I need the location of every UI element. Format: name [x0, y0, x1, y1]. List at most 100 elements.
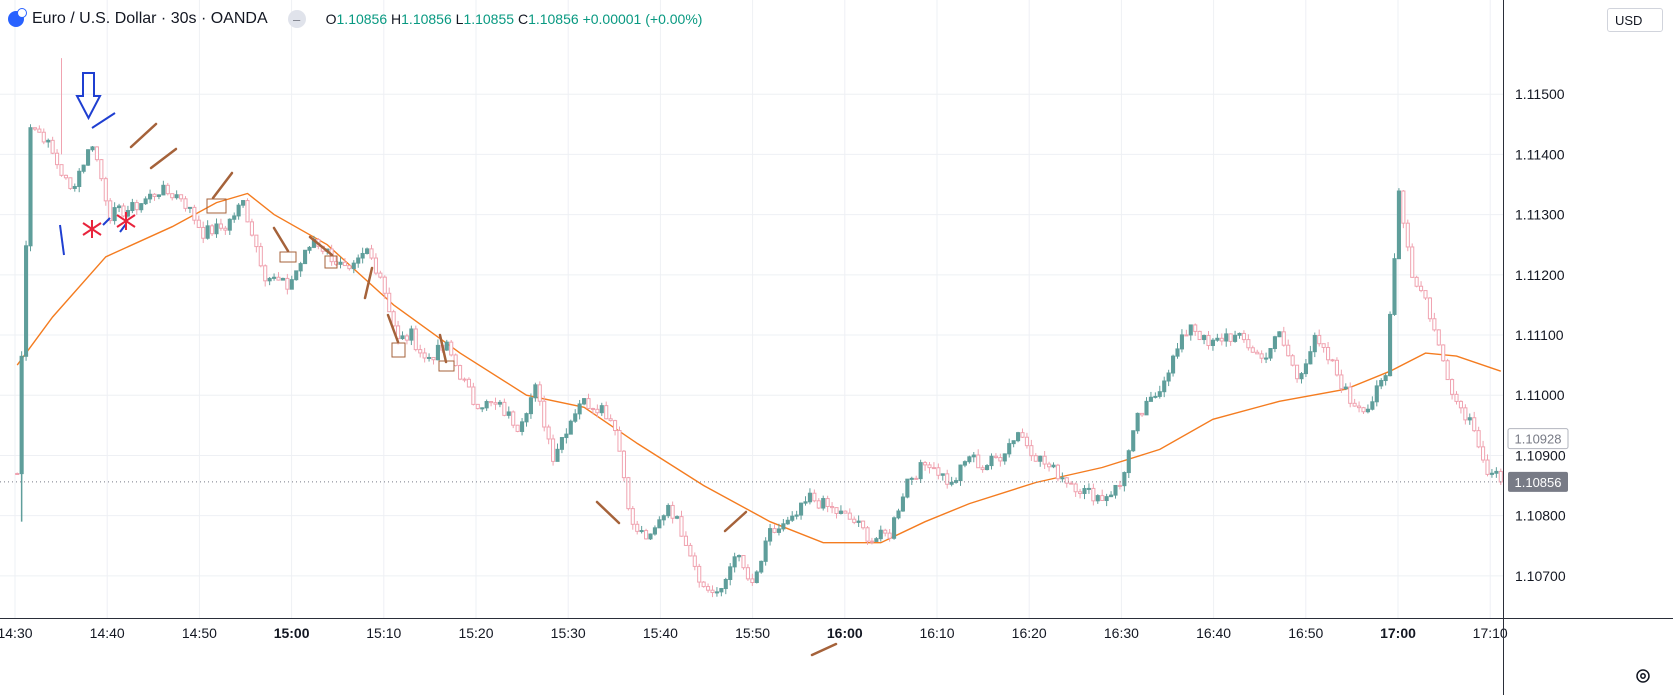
x-tick-label: 15:00	[274, 625, 310, 641]
candle-body	[1357, 405, 1362, 409]
candle	[347, 264, 352, 271]
candle	[245, 198, 250, 223]
candle-body	[1091, 487, 1096, 502]
candle	[1295, 364, 1300, 383]
candle-body	[285, 277, 290, 290]
candle-body	[1100, 495, 1105, 502]
candle	[1392, 253, 1397, 316]
candle-body	[342, 261, 347, 267]
candle-body	[1215, 337, 1220, 341]
candle-body	[1095, 495, 1100, 502]
candle-body	[856, 520, 861, 523]
candle-body	[1343, 386, 1348, 390]
candle	[980, 465, 985, 473]
candle	[954, 477, 959, 484]
candle	[458, 364, 463, 381]
candle-body	[1432, 318, 1437, 331]
candle-body	[1463, 407, 1468, 421]
candle-body	[962, 461, 967, 466]
candle	[732, 552, 737, 573]
down-arrow-icon	[75, 72, 102, 121]
candle-body	[1117, 484, 1122, 487]
candle-body	[528, 397, 533, 415]
candle	[1401, 190, 1406, 229]
candle-body	[1498, 470, 1503, 483]
candle-body	[1162, 380, 1167, 393]
blue-stroke	[59, 224, 65, 256]
candle-body	[1290, 355, 1295, 366]
candle	[763, 537, 768, 566]
candle-body	[958, 464, 963, 482]
gear-icon[interactable]	[1636, 669, 1650, 683]
candle	[489, 401, 494, 407]
candle-body	[1330, 359, 1335, 362]
candle	[373, 253, 378, 276]
drawing-annotations[interactable]	[59, 72, 838, 657]
candle	[90, 146, 95, 152]
candle	[896, 508, 901, 520]
candle	[1038, 455, 1043, 467]
candle-body	[1321, 343, 1326, 348]
candle-body	[272, 276, 277, 279]
candle	[1086, 483, 1091, 494]
candle-body	[763, 540, 768, 562]
candle	[776, 523, 781, 536]
candle-body	[794, 514, 799, 517]
candle	[772, 524, 777, 534]
candle-body	[506, 411, 511, 416]
candle	[967, 455, 972, 464]
candle-body	[267, 277, 272, 282]
candle-body	[799, 502, 804, 516]
candle-body	[869, 540, 874, 543]
candle-body	[1352, 402, 1357, 407]
candle-body	[900, 496, 905, 512]
candle-body	[1383, 375, 1388, 382]
currency-button[interactable]: USD	[1607, 8, 1663, 32]
candle	[236, 203, 241, 220]
x-tick-label: 14:50	[182, 625, 217, 641]
candle	[754, 570, 759, 584]
candle	[1250, 345, 1255, 353]
candle	[1140, 412, 1145, 417]
candle	[838, 505, 843, 515]
candle	[1188, 324, 1193, 341]
candle-body	[865, 527, 870, 542]
candle	[15, 472, 20, 476]
candle-body	[1410, 246, 1415, 278]
symbol-title[interactable]: Euro / U.S. Dollar · 30s · OANDA	[32, 10, 268, 27]
candle-body	[967, 456, 972, 463]
currency-pair-icon[interactable]	[8, 8, 27, 27]
trend-line	[211, 171, 234, 200]
candle	[232, 212, 237, 223]
candle	[55, 149, 60, 169]
candle	[227, 218, 232, 235]
candle	[506, 406, 511, 419]
candle	[99, 159, 104, 182]
x-tick-label: 16:00	[827, 625, 863, 641]
candle-body	[1202, 334, 1207, 341]
candle-body	[37, 128, 42, 133]
candle	[46, 138, 51, 148]
candle-body	[413, 328, 418, 351]
candle	[1166, 369, 1171, 387]
candle-body	[1312, 334, 1317, 353]
candle	[639, 525, 644, 534]
candle-body	[1135, 412, 1140, 432]
candle	[1042, 451, 1047, 470]
candle-body	[599, 405, 604, 414]
candle-body	[458, 365, 463, 380]
candle	[1126, 449, 1131, 479]
candle-body	[68, 177, 73, 189]
candle	[1073, 482, 1078, 497]
candle-body	[404, 335, 409, 341]
candle-body	[940, 473, 945, 476]
candle-body	[679, 516, 684, 537]
candle-body	[706, 586, 711, 591]
candle	[515, 424, 520, 433]
candle	[1095, 494, 1100, 504]
candle	[1374, 380, 1379, 407]
candle-body	[1047, 463, 1052, 468]
candle-body	[1246, 339, 1251, 349]
minus-icon[interactable]: –	[287, 10, 306, 28]
